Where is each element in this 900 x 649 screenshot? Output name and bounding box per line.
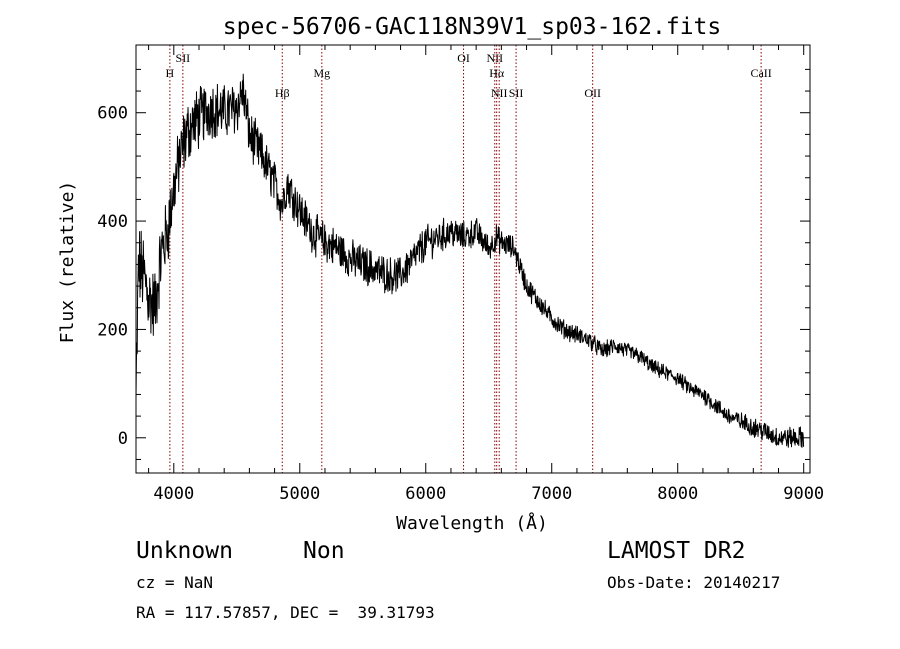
line-marker-label: OI [457, 51, 470, 65]
line-marker-label: NII [491, 86, 508, 100]
obs-date-label: Obs-Date: 20140217 [607, 573, 781, 592]
y-tick-label: 400 [97, 212, 128, 232]
line-marker-label: SII [509, 86, 524, 100]
line-marker-label: H [166, 66, 175, 80]
axis-ticks [136, 45, 810, 473]
line-marker-label: Hβ [275, 86, 290, 100]
plot-frame [135, 44, 811, 474]
y-tick-label: 0 [118, 429, 128, 449]
x-tick-label: 7000 [531, 484, 572, 504]
line-marker-label: Hα [489, 66, 505, 80]
line-marker-label: OII [584, 86, 601, 100]
x-tick-label: 9000 [783, 484, 824, 504]
x-tick-label: 4000 [153, 484, 194, 504]
x-tick-label: 5000 [279, 484, 320, 504]
line-marker-label: NII [486, 51, 503, 65]
spectrum-trace [135, 73, 805, 448]
y-axis-label: Flux (relative) [57, 181, 78, 344]
object-subclass: Non [303, 538, 345, 564]
x-tick-label: 8000 [657, 484, 698, 504]
survey-label: LAMOST DR2 [607, 538, 746, 564]
line-marker-label: SII [176, 51, 191, 65]
line-marker-label: CaII [750, 66, 771, 80]
x-axis-label: Wavelength (Å) [396, 512, 548, 534]
object-class: Unknown [136, 538, 233, 564]
chart-title: spec-56706-GAC118N39V1_sp03-162.fits [223, 14, 722, 40]
y-tick-label: 200 [97, 320, 128, 340]
spectrum-line [135, 73, 805, 448]
line-marker-label: Mg [313, 66, 330, 80]
redshift-label: cz = NaN [136, 573, 214, 592]
axis-tick-labels: 4000 5000 6000 7000 8000 9000 0 200 400 600 [97, 104, 824, 504]
y-tick-label: 600 [97, 104, 128, 124]
x-tick-label: 6000 [405, 484, 446, 504]
coordinates-label: RA = 117.57857, DEC = 39.31793 [136, 603, 435, 622]
